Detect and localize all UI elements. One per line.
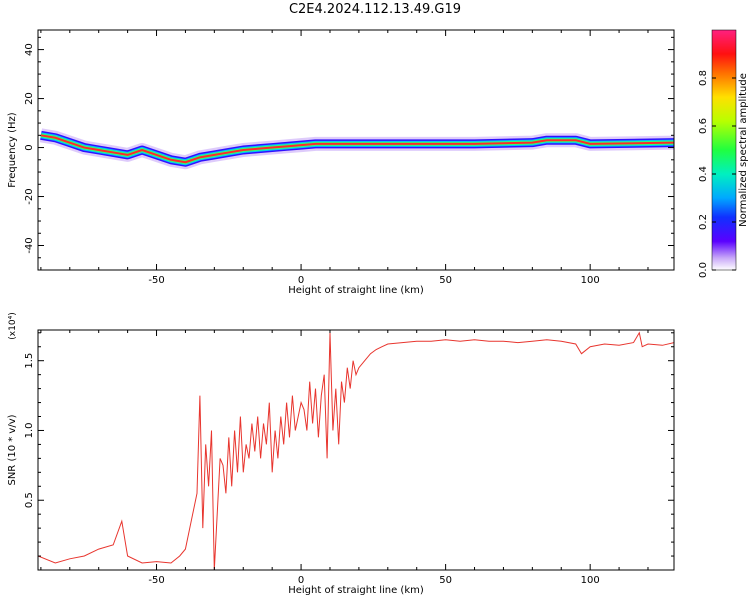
colorbar-gradient	[711, 29, 737, 271]
snr-panel: -50 0 50 100 0.5 1.0 1.5 Height of straight li…	[7, 312, 675, 596]
chart-title: C2E4.2024.112.13.49.G19	[288, 2, 462, 17]
colorbar-tick-label: 0.0	[698, 262, 709, 278]
colorbar-tick-label: 0.6	[698, 118, 709, 134]
spectrogram-y-tick-label: -40	[24, 237, 35, 253]
colorbar-ticks: 0.0 0.2 0.4 0.6 0.8	[698, 70, 736, 278]
snr-frame	[37, 329, 675, 571]
spectrogram-x-axis-label: Height of straight line (km)	[288, 285, 424, 296]
snr-y-axis-label: SNR (10 * v/v)	[7, 414, 18, 485]
spectrogram-y-tick-label: -20	[24, 188, 35, 204]
snr-ticks: -50 0 50 100 0.5 1.0 1.5	[24, 330, 674, 586]
spectrogram-y-tick-label: 40	[24, 43, 35, 56]
spectrogram-y-axis-label: Frequency (Hz)	[7, 112, 18, 188]
snr-x-tick-label: 0	[298, 575, 304, 586]
spectrogram-frame	[37, 29, 675, 271]
snr-series-line	[38, 331, 674, 570]
snr-y-tick-label: 1.0	[24, 423, 35, 439]
snr-x-tick-label: -50	[148, 575, 164, 586]
spectrogram-x-tick-label: 100	[581, 275, 600, 286]
spectrogram-x-tick-label: 50	[439, 275, 452, 286]
snr-plot-area	[38, 330, 674, 570]
snr-y-tick-label: 1.5	[24, 353, 35, 369]
spectrogram-peak	[40, 134, 674, 164]
snr-x-axis-label: Height of straight line (km)	[288, 585, 424, 596]
spectrogram-y-tick-label: 0	[24, 144, 35, 150]
spectrogram-panel: -50 0 50 100 -40 -20 0 20 40 Height of straight …	[7, 29, 675, 296]
snr-x-tick-label: 50	[439, 575, 452, 586]
spectrogram-x-tick-label: -50	[148, 275, 164, 286]
spectrogram-ticks: -50 0 50 100 -40 -20 0 20 40	[24, 30, 674, 286]
colorbar-tick-label: 0.8	[698, 70, 709, 86]
colorbar: 0.0 0.2 0.4 0.6 0.8 Normalized spectral ampl…	[698, 29, 749, 278]
spectrogram-y-tick-label: 20	[24, 92, 35, 105]
snr-x-tick-label: 100	[581, 575, 600, 586]
colorbar-tick-label: 0.2	[698, 214, 709, 230]
colorbar-tick-label: 0.4	[698, 166, 709, 182]
colorbar-label: Normalized spectral amplitude	[738, 73, 749, 227]
snr-y-tick-label: 0.5	[24, 492, 35, 508]
spectrogram-x-tick-label: 0	[298, 275, 304, 286]
spectrogram-ridge	[39, 128, 674, 170]
snr-y-multiplier: (x10⁴)	[8, 312, 18, 339]
